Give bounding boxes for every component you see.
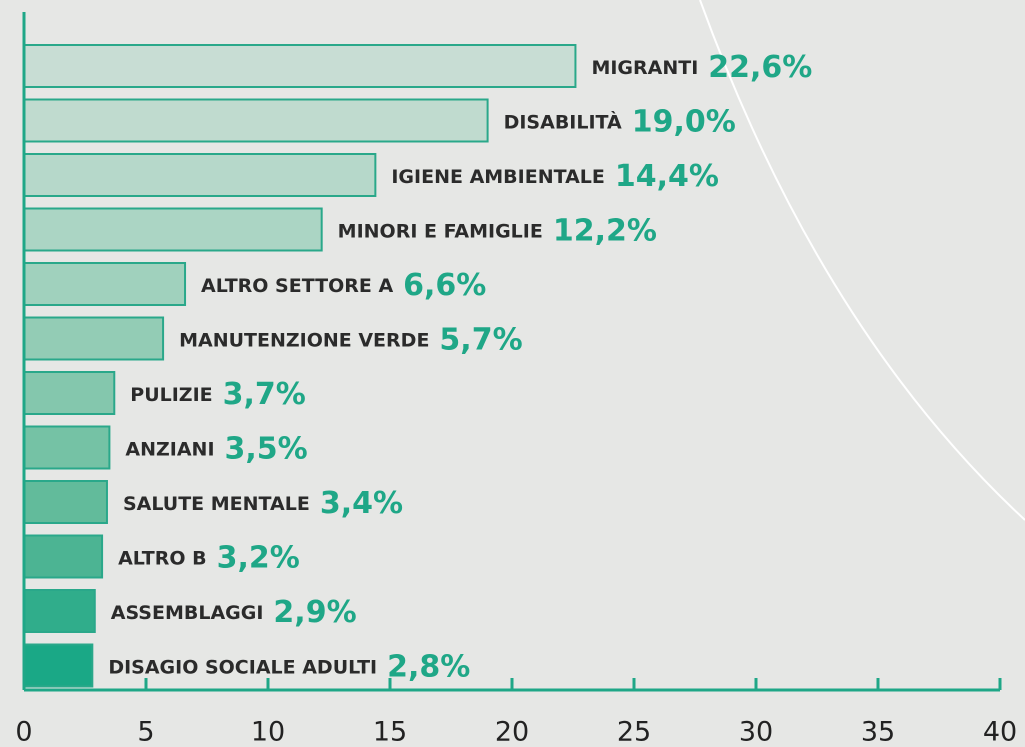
bar-label: PULIZIE 3,7%: [130, 377, 306, 412]
bar: [23, 643, 94, 688]
bar-label: DISABILITÀ 19,0%: [504, 104, 736, 139]
bar: [23, 589, 96, 633]
bar: [23, 153, 377, 197]
value-label: 2,9%: [273, 595, 356, 630]
category-label: MINORI E FAMIGLIE: [338, 220, 543, 242]
bar: [23, 480, 108, 524]
category-label: ALTRO B: [118, 547, 207, 569]
bar: [23, 262, 187, 306]
bar: [23, 98, 489, 143]
x-tick-label: 25: [617, 717, 651, 747]
x-tick-label: 5: [137, 717, 154, 747]
value-label: 3,7%: [223, 377, 306, 412]
x-tick-label: 40: [983, 717, 1017, 747]
bar: [23, 425, 111, 470]
value-label: 14,4%: [615, 159, 719, 194]
x-tick-label: 10: [251, 717, 285, 747]
category-label: ASSEMBLAGGI: [111, 602, 264, 624]
bar-label: DISAGIO SOCIALE ADULTI 2,8%: [108, 649, 470, 684]
bar-label: ALTRO SETTORE A 6,6%: [201, 268, 486, 303]
value-label: 6,6%: [403, 268, 486, 303]
bar-label: SALUTE MENTALE 3,4%: [123, 486, 403, 521]
category-label: ANZIANI: [125, 438, 214, 460]
category-label: MIGRANTI: [591, 57, 698, 79]
category-label: MANUTENZIONE VERDE: [179, 329, 429, 351]
bar: [23, 44, 577, 88]
bar-label: ANZIANI 3,5%: [125, 431, 307, 466]
value-label: 3,5%: [225, 431, 308, 466]
value-label: 12,2%: [553, 213, 657, 248]
category-label: PULIZIE: [130, 384, 212, 406]
x-tick-label: 20: [495, 717, 529, 747]
bar: [23, 207, 323, 252]
bar-label: ALTRO B 3,2%: [118, 540, 300, 575]
category-label: DISAGIO SOCIALE ADULTI: [108, 656, 377, 678]
value-label: 3,4%: [320, 486, 403, 521]
x-tick-label: 0: [15, 717, 32, 747]
category-label: DISABILITÀ: [504, 110, 622, 133]
value-label: 3,2%: [217, 540, 300, 575]
x-tick-label: 35: [861, 717, 895, 747]
x-tick-label: 30: [739, 717, 773, 747]
value-label: 22,6%: [708, 50, 812, 85]
value-label: 5,7%: [439, 322, 522, 357]
bar: [23, 534, 104, 579]
value-label: 2,8%: [387, 649, 470, 684]
value-label: 19,0%: [632, 104, 736, 139]
bar-label: MINORI E FAMIGLIE 12,2%: [338, 213, 657, 248]
category-label: ALTRO SETTORE A: [201, 275, 393, 297]
category-label: SALUTE MENTALE: [123, 493, 310, 515]
bar-label: MIGRANTI 22,6%: [591, 50, 812, 85]
category-label: IGIENE AMBIENTALE: [391, 166, 605, 188]
bar: [23, 371, 116, 415]
x-tick-label: 15: [373, 717, 407, 747]
bar-label: ASSEMBLAGGI 2,9%: [111, 595, 357, 630]
bar: [23, 316, 165, 361]
decorative-arc: [699, 0, 1025, 521]
bar-label: MANUTENZIONE VERDE 5,7%: [179, 322, 523, 357]
bar-label: IGIENE AMBIENTALE 14,4%: [391, 159, 719, 194]
